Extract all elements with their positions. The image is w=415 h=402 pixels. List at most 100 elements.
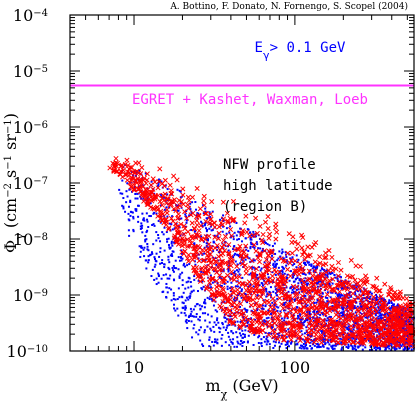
data-point-blue: [204, 210, 207, 213]
data-point-red: [298, 315, 304, 321]
data-point-red: [144, 177, 150, 183]
data-point-blue: [199, 326, 202, 329]
data-point-blue: [236, 297, 239, 300]
data-point-blue: [266, 243, 269, 246]
data-point-red: [335, 310, 341, 316]
data-point-red: [309, 300, 315, 306]
data-point-blue: [180, 311, 183, 314]
data-point-red: [143, 188, 150, 194]
data-point-blue: [190, 229, 193, 232]
data-point-blue: [382, 299, 385, 302]
data-point-red: [258, 303, 264, 309]
data-point-blue: [328, 315, 331, 318]
data-point-red: [136, 186, 143, 192]
data-point-blue: [404, 345, 407, 348]
data-point-blue: [234, 324, 237, 327]
data-point-red: [145, 200, 151, 206]
data-point-blue: [391, 346, 394, 349]
data-point-blue: [194, 305, 197, 308]
data-point-red: [156, 178, 162, 185]
data-point-blue: [159, 215, 162, 218]
data-point-blue: [268, 290, 271, 293]
data-point-blue: [236, 320, 239, 323]
data-point-blue: [411, 318, 414, 321]
data-point-blue: [184, 308, 187, 311]
data-point-red: [165, 226, 172, 232]
data-point-red: [335, 339, 341, 345]
data-point-blue: [272, 340, 275, 343]
data-point-blue: [187, 280, 190, 283]
data-point-blue: [272, 263, 275, 266]
data-point-blue: [235, 331, 238, 334]
data-point-red: [133, 160, 139, 166]
data-point-red: [312, 290, 319, 296]
data-point-blue: [375, 324, 378, 327]
data-point-blue: [236, 253, 239, 256]
data-point-blue: [119, 192, 122, 195]
data-point-blue: [300, 330, 303, 333]
data-point-red: [265, 277, 271, 283]
data-point-blue: [125, 190, 128, 193]
data-point-red: [243, 243, 249, 249]
data-point-blue: [393, 305, 396, 308]
data-point-blue: [309, 335, 312, 338]
data-point-red: [357, 283, 363, 289]
data-point-blue: [249, 245, 252, 248]
data-point-blue: [312, 316, 315, 319]
data-point-blue: [400, 314, 403, 317]
data-point-blue: [355, 314, 358, 317]
data-point-blue: [405, 338, 408, 341]
data-point-blue: [208, 338, 211, 341]
data-point-red: [203, 218, 209, 224]
data-point-blue: [298, 313, 301, 316]
data-point-red: [133, 178, 139, 184]
data-point-blue: [226, 245, 229, 248]
data-point-blue: [316, 310, 319, 313]
data-point-blue: [346, 326, 349, 329]
data-point-blue: [340, 287, 343, 290]
data-point-red: [146, 196, 152, 202]
data-point-blue: [295, 266, 298, 269]
data-point-red: [233, 274, 239, 281]
data-point-blue: [138, 245, 141, 248]
data-point-red: [168, 215, 174, 222]
data-point-red: [330, 276, 336, 282]
data-point-blue: [276, 290, 279, 293]
data-point-blue: [316, 316, 319, 319]
data-point-blue: [167, 258, 170, 261]
data-point-red: [185, 202, 191, 208]
data-point-blue: [302, 343, 305, 346]
data-point-red: [376, 288, 382, 294]
data-point-red: [366, 306, 373, 312]
data-point-red: [337, 289, 343, 295]
data-point-red: [202, 211, 208, 217]
data-point-blue: [231, 341, 234, 344]
data-point-red: [395, 337, 401, 343]
data-point-red: [335, 296, 341, 302]
data-point-blue: [318, 294, 321, 297]
data-point-blue: [279, 345, 282, 348]
data-point-blue: [347, 325, 350, 328]
data-point-blue: [227, 249, 230, 252]
data-point-blue: [323, 276, 326, 279]
data-point-red: [257, 250, 263, 257]
data-point-red: [371, 294, 377, 300]
data-point-blue: [315, 281, 318, 284]
data-point-blue: [283, 309, 286, 312]
data-point-blue: [301, 290, 304, 293]
data-point-blue: [177, 314, 180, 317]
data-point-blue: [141, 224, 144, 227]
data-point-red: [251, 290, 257, 296]
data-point-blue: [210, 297, 213, 300]
data-point-blue: [318, 346, 321, 349]
data-point-blue: [308, 312, 311, 315]
data-point-red: [221, 279, 228, 285]
data-point-blue: [398, 343, 401, 346]
data-point-blue: [239, 343, 242, 346]
data-point-red: [350, 274, 356, 280]
data-point-red: [179, 199, 185, 205]
data-point-blue: [374, 348, 377, 351]
data-point-blue: [275, 305, 278, 308]
data-point-blue: [149, 215, 152, 218]
data-point-red: [251, 326, 257, 332]
